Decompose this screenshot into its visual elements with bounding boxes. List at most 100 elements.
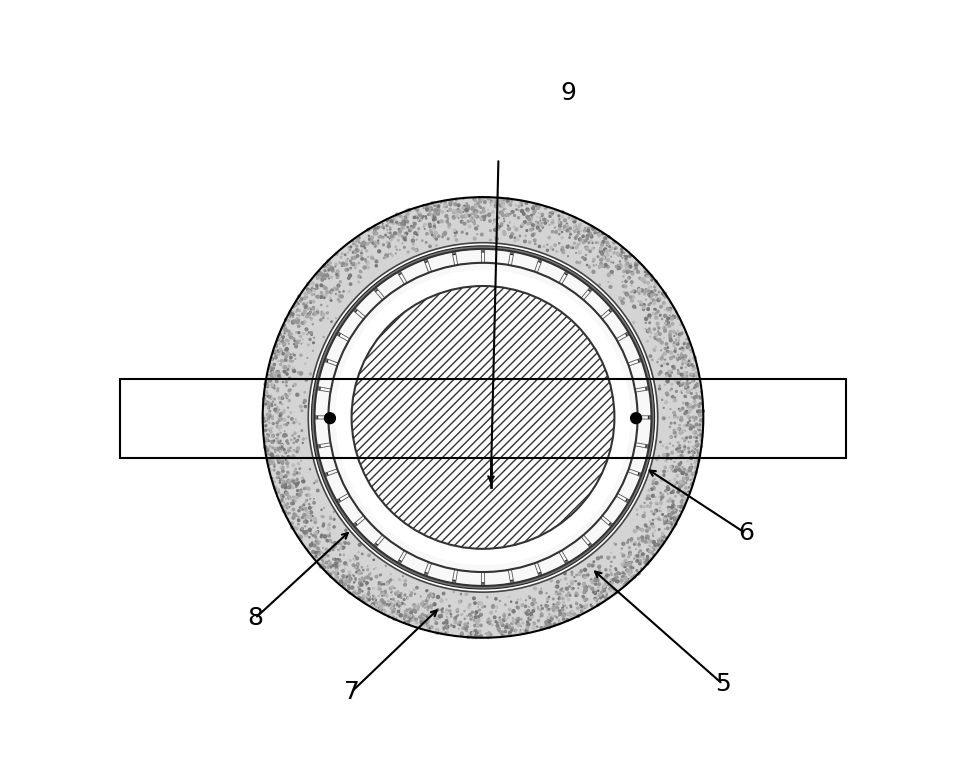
- Circle shape: [626, 268, 628, 271]
- Circle shape: [696, 455, 699, 457]
- Circle shape: [554, 230, 557, 233]
- Circle shape: [625, 257, 627, 260]
- Circle shape: [672, 507, 674, 509]
- Circle shape: [696, 471, 697, 472]
- Circle shape: [669, 514, 672, 516]
- Circle shape: [684, 413, 686, 414]
- Circle shape: [683, 376, 686, 379]
- Circle shape: [503, 233, 506, 236]
- Circle shape: [454, 231, 457, 233]
- Circle shape: [361, 573, 362, 574]
- Circle shape: [538, 208, 539, 209]
- Circle shape: [384, 611, 386, 613]
- Circle shape: [283, 495, 284, 497]
- Circle shape: [283, 410, 285, 412]
- Circle shape: [686, 362, 688, 364]
- Circle shape: [411, 592, 412, 594]
- Circle shape: [350, 260, 352, 262]
- Polygon shape: [485, 570, 511, 586]
- Polygon shape: [318, 361, 337, 389]
- Circle shape: [689, 468, 692, 472]
- Circle shape: [607, 598, 609, 599]
- Circle shape: [392, 598, 394, 600]
- Circle shape: [680, 485, 682, 486]
- Circle shape: [659, 388, 661, 390]
- Circle shape: [636, 556, 639, 558]
- Circle shape: [432, 594, 435, 596]
- Circle shape: [291, 523, 293, 524]
- Circle shape: [598, 594, 601, 596]
- Circle shape: [568, 592, 569, 594]
- Circle shape: [656, 312, 658, 314]
- Circle shape: [285, 459, 287, 460]
- Circle shape: [305, 520, 308, 523]
- Circle shape: [292, 320, 295, 323]
- Circle shape: [418, 228, 419, 230]
- Circle shape: [405, 614, 409, 617]
- Circle shape: [454, 621, 457, 624]
- Circle shape: [458, 615, 459, 616]
- Circle shape: [280, 448, 282, 449]
- Circle shape: [488, 213, 491, 216]
- Circle shape: [287, 512, 289, 514]
- Circle shape: [274, 410, 276, 411]
- Circle shape: [559, 593, 561, 595]
- Circle shape: [328, 523, 330, 526]
- Circle shape: [653, 487, 655, 489]
- Circle shape: [653, 349, 656, 351]
- Circle shape: [567, 613, 569, 615]
- Circle shape: [441, 611, 443, 613]
- Circle shape: [511, 199, 513, 201]
- Circle shape: [412, 226, 414, 228]
- Circle shape: [687, 343, 690, 346]
- Circle shape: [543, 246, 545, 247]
- Circle shape: [340, 295, 343, 298]
- Circle shape: [592, 261, 594, 262]
- Circle shape: [572, 247, 574, 248]
- Circle shape: [426, 616, 428, 618]
- Circle shape: [525, 611, 526, 614]
- Circle shape: [674, 512, 675, 513]
- Circle shape: [294, 470, 296, 472]
- Circle shape: [614, 248, 615, 250]
- Circle shape: [308, 506, 311, 509]
- Circle shape: [435, 209, 437, 212]
- Circle shape: [683, 468, 685, 470]
- Circle shape: [677, 417, 679, 419]
- Circle shape: [487, 596, 488, 598]
- Circle shape: [279, 333, 281, 335]
- Circle shape: [649, 330, 650, 331]
- Circle shape: [652, 547, 653, 548]
- Circle shape: [646, 498, 648, 500]
- Circle shape: [502, 632, 503, 633]
- Circle shape: [316, 285, 318, 287]
- Circle shape: [404, 584, 407, 586]
- Circle shape: [361, 567, 362, 568]
- Circle shape: [296, 318, 298, 320]
- Circle shape: [296, 486, 297, 487]
- Circle shape: [413, 605, 416, 608]
- Circle shape: [295, 304, 298, 307]
- Circle shape: [672, 315, 674, 317]
- Circle shape: [388, 604, 390, 605]
- Circle shape: [307, 344, 309, 346]
- Circle shape: [665, 490, 667, 492]
- Circle shape: [410, 227, 412, 230]
- Circle shape: [355, 245, 357, 247]
- Circle shape: [339, 291, 340, 292]
- Circle shape: [598, 233, 600, 236]
- Circle shape: [469, 614, 471, 616]
- Circle shape: [538, 206, 540, 208]
- Circle shape: [685, 501, 686, 502]
- Circle shape: [631, 540, 632, 542]
- Circle shape: [473, 198, 475, 200]
- Text: 6: 6: [738, 521, 753, 546]
- Circle shape: [645, 290, 648, 292]
- Circle shape: [478, 602, 480, 604]
- Circle shape: [428, 614, 429, 615]
- Circle shape: [468, 606, 470, 609]
- Circle shape: [676, 518, 678, 519]
- Circle shape: [584, 227, 585, 229]
- Circle shape: [598, 590, 599, 591]
- Circle shape: [434, 225, 436, 227]
